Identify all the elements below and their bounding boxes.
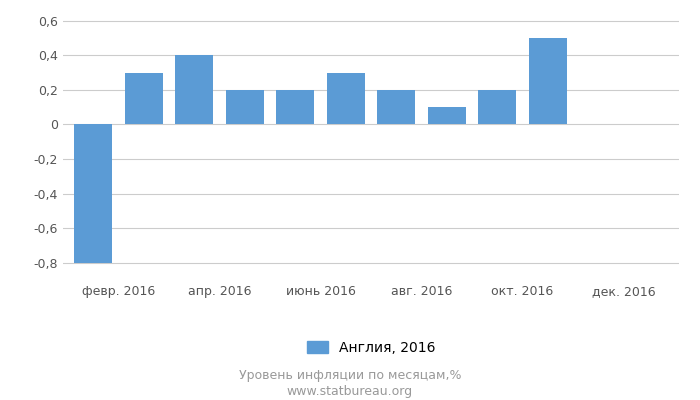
Bar: [327, 72, 365, 124]
Bar: [478, 90, 516, 124]
Bar: [428, 107, 466, 124]
Bar: [226, 90, 264, 124]
Bar: [276, 90, 314, 124]
Legend: Англия, 2016: Англия, 2016: [301, 335, 441, 360]
Bar: [74, 124, 112, 263]
Text: www.statbureau.org: www.statbureau.org: [287, 386, 413, 398]
Bar: [125, 72, 162, 124]
Bar: [377, 90, 415, 124]
Text: Уровень инфляции по месяцам,%: Уровень инфляции по месяцам,%: [239, 370, 461, 382]
Bar: [175, 55, 214, 124]
Bar: [528, 38, 567, 124]
